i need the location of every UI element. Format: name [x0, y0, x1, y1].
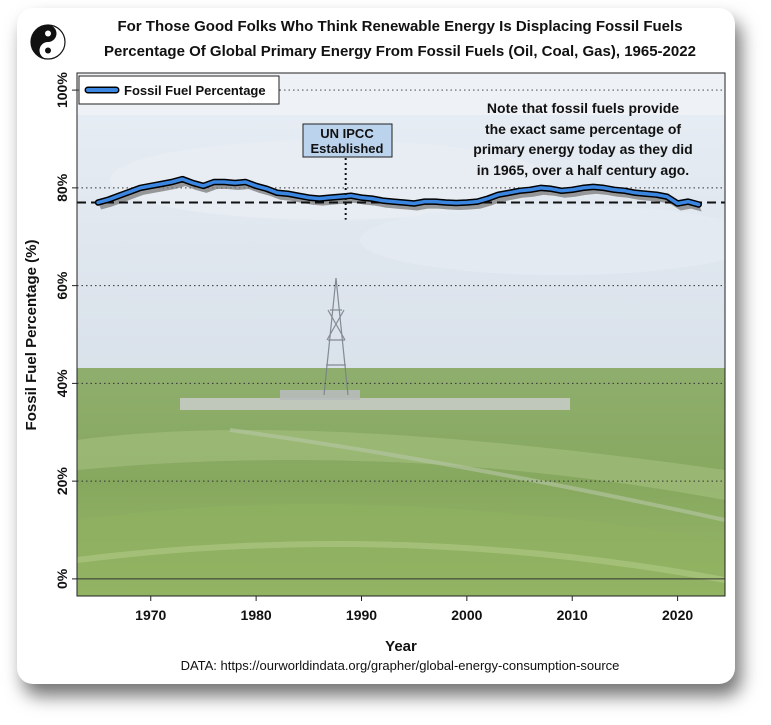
y-tick-label: 0% — [54, 568, 70, 589]
legend-entry-fossil-fuel: Fossil Fuel Percentage — [124, 83, 266, 98]
legend: Fossil Fuel Percentage — [78, 75, 280, 105]
oil-rig-graphic — [323, 277, 349, 396]
series-line-fossil-fuel — [96, 177, 701, 207]
data-source: DATA: https://ourworldindata.org/grapher… — [181, 658, 620, 673]
x-axis-label: Year — [385, 638, 417, 655]
y-axis-label: Fossil Fuel Percentage (%) — [23, 240, 40, 431]
ipcc-label-line-1: UN IPCC — [320, 126, 374, 141]
y-tick-label: 40% — [54, 369, 70, 398]
plot-background — [77, 73, 725, 596]
note-line-2: the exact same percentage of — [485, 121, 681, 137]
y-tick-label: 80% — [54, 173, 70, 202]
note-line-1: Note that fossil fuels provide — [487, 100, 679, 116]
ipcc-annotation: UN IPCC Established — [302, 123, 393, 158]
y-tick-label: 100% — [54, 72, 70, 108]
x-tick-label: 2000 — [451, 607, 482, 623]
note-line-3: primary energy today as they did — [473, 141, 692, 157]
x-tick-label: 2010 — [557, 607, 588, 623]
x-tick-label: 2020 — [662, 607, 693, 623]
note-line-4: in 1965, over a half century ago. — [477, 162, 689, 178]
x-tick-label: 1990 — [346, 607, 377, 623]
plot-frame — [76, 72, 726, 597]
chart-subtitle: Percentage Of Global Primary Energy From… — [104, 43, 696, 60]
note-annotation: Note that fossil fuels provide the exact… — [473, 100, 692, 178]
yin-yang-logo-icon — [30, 24, 66, 60]
y-tick-label: 20% — [54, 467, 70, 496]
y-tick-label: 60% — [54, 271, 70, 300]
x-tick-label: 1970 — [135, 607, 166, 623]
ipcc-label-line-2: Established — [311, 141, 384, 156]
chart-title: For Those Good Folks Who Think Renewable… — [117, 18, 682, 35]
x-tick-label: 1980 — [241, 607, 272, 623]
series-shadow — [98, 179, 702, 212]
